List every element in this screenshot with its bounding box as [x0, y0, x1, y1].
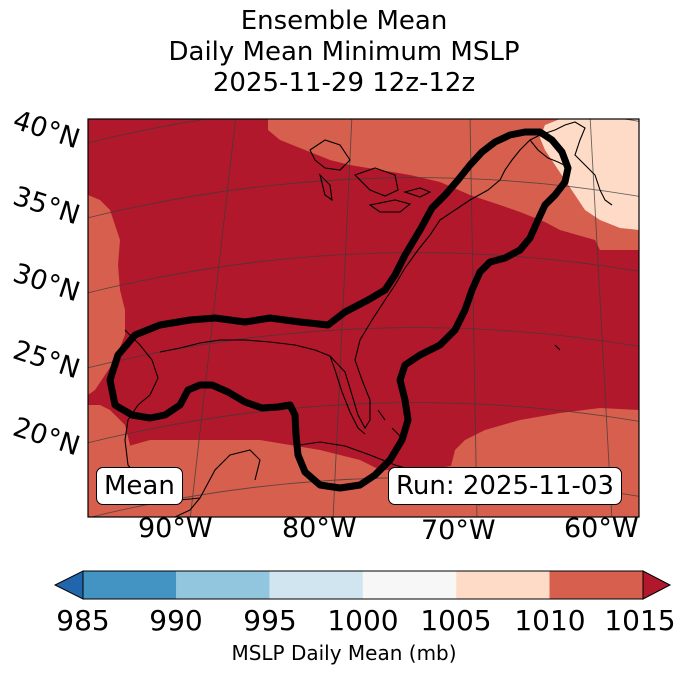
chart-title: Ensemble Mean Daily Mean Minimum MSLP 20… [0, 6, 688, 99]
mslp-contour [106, 128, 572, 492]
colorbar-tick-1005: 1005 [420, 604, 492, 637]
colorbar-segment-1010-1015 [549, 571, 643, 599]
colorbar-tick-1000: 1000 [327, 604, 399, 637]
colorbar-segment-995-1000 [269, 571, 363, 599]
lon-label-80w: 80°W [282, 513, 357, 544]
pressure-band-1005-1010-west-2 [88, 405, 130, 465]
lon-label-90w: 90°W [138, 513, 213, 544]
title-line-2: Daily Mean Minimum MSLP [168, 37, 520, 67]
colorbar-label: MSLP Daily Mean (mb) [231, 641, 457, 665]
colorbar-tick-1015: 1015 [604, 604, 676, 637]
colorbar-segment-1005-1010 [456, 571, 550, 599]
colorbar-segment-1000-1005 [362, 571, 457, 599]
pressure-band-1000-1005 [540, 119, 639, 230]
graticule [88, 119, 639, 517]
colorbar-segment-985-990 [83, 571, 177, 599]
colorbar-tick-985: 985 [56, 604, 110, 637]
map-plot [87, 118, 640, 518]
lon-label-60w: 60°W [564, 513, 639, 544]
title-line-3: 2025-11-29 12z-12z [212, 68, 476, 98]
title-line-1: Ensemble Mean [240, 6, 448, 36]
colorbar-tick-995: 995 [243, 604, 297, 637]
run-date-label-box: Run: 2025-11-03 [388, 467, 622, 505]
colorbar-under-arrow [53, 570, 84, 600]
colorbar-tick-1010: 1010 [514, 604, 586, 637]
colorbar-tick-990: 990 [149, 604, 203, 637]
colorbar-segment-990-995 [176, 571, 270, 599]
pressure-band-1005-1010-west [88, 195, 125, 395]
colorbar [53, 570, 672, 600]
mean-label-box: Mean [96, 467, 183, 505]
pressure-band-1005-1010-east [450, 250, 639, 517]
lon-label-70w: 70°W [421, 515, 496, 546]
colorbar-over-arrow [642, 570, 672, 600]
